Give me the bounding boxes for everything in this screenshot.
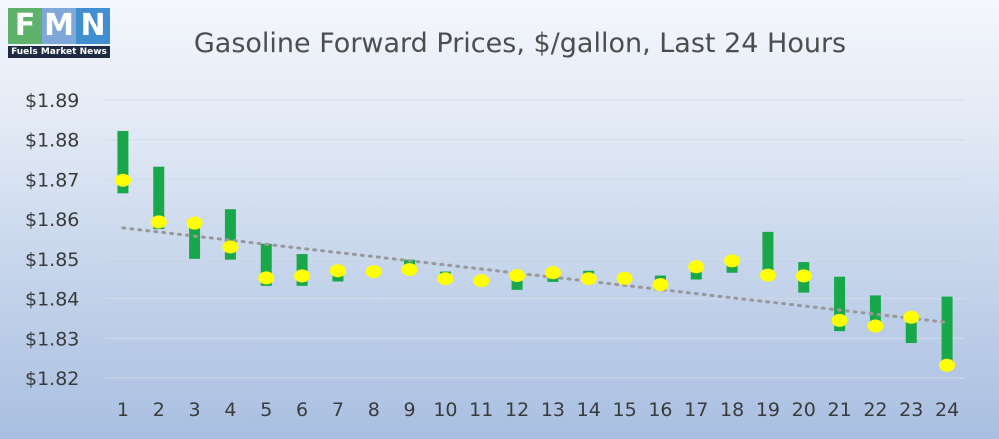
x-tick-label: 7 <box>332 399 344 421</box>
price-marker <box>688 260 705 274</box>
x-tick-label: 5 <box>260 399 272 421</box>
x-tick-label: 4 <box>224 399 236 421</box>
x-tick-label: 21 <box>827 399 851 421</box>
x-tick-label: 16 <box>648 399 672 421</box>
y-tick-label: $1.88 <box>25 130 79 152</box>
x-tick-label: 20 <box>792 399 816 421</box>
price-marker <box>150 215 167 229</box>
x-tick-label: 17 <box>684 399 708 421</box>
price-marker <box>114 173 131 187</box>
price-marker <box>939 358 956 372</box>
fmn-logo: F M N Fuels Market News <box>8 8 110 60</box>
price-marker <box>222 240 239 254</box>
x-tick-label: 3 <box>189 399 201 421</box>
price-marker <box>616 271 633 285</box>
trendline <box>121 226 949 324</box>
x-tick-label: 24 <box>935 399 959 421</box>
x-tick-label: 2 <box>153 399 165 421</box>
x-tick-label: 14 <box>577 399 601 421</box>
x-tick-label: 9 <box>404 399 416 421</box>
price-range-bar <box>869 295 881 324</box>
logo-letter-f: F <box>8 8 42 44</box>
y-tick-label: $1.82 <box>25 368 79 390</box>
price-marker <box>473 274 490 288</box>
price-marker <box>329 264 346 278</box>
price-marker <box>544 266 561 280</box>
x-tick-label: 11 <box>469 399 493 421</box>
price-marker <box>365 265 382 279</box>
y-tick-label: $1.89 <box>25 90 79 112</box>
logo-subtitle: Fuels Market News <box>8 46 110 58</box>
price-marker <box>258 271 275 285</box>
price-marker <box>652 278 669 292</box>
price-marker <box>795 269 812 283</box>
price-range-bar <box>153 166 165 230</box>
y-tick-label: $1.87 <box>25 169 79 191</box>
y-tick-label: $1.83 <box>25 328 79 350</box>
x-tick-label: 6 <box>296 399 308 421</box>
price-marker <box>186 216 203 230</box>
price-marker <box>580 272 597 286</box>
price-marker <box>831 313 848 327</box>
x-tick-label: 15 <box>612 399 636 421</box>
x-tick-label: 13 <box>541 399 565 421</box>
price-range-bar <box>189 219 201 259</box>
price-range-bar <box>117 130 129 194</box>
price-marker <box>294 269 311 283</box>
price-marker <box>401 263 418 277</box>
price-range-bar <box>905 314 917 344</box>
x-tick-label: 23 <box>899 399 923 421</box>
y-tick-label: $1.85 <box>25 249 79 271</box>
x-tick-label: 22 <box>863 399 887 421</box>
price-marker <box>903 310 920 324</box>
logo-letter-n: N <box>76 8 110 44</box>
x-tick-label: 18 <box>720 399 744 421</box>
y-tick-label: $1.84 <box>25 289 79 311</box>
x-tick-label: 19 <box>756 399 780 421</box>
price-range-bar <box>762 231 774 276</box>
price-range-bar <box>260 243 272 286</box>
x-tick-label: 8 <box>368 399 380 421</box>
price-marker <box>867 319 884 333</box>
x-tick-label: 10 <box>433 399 457 421</box>
x-tick-label: 1 <box>117 399 129 421</box>
x-tick-label: 12 <box>505 399 529 421</box>
price-range-bar <box>941 296 953 366</box>
price-marker <box>509 269 526 283</box>
price-range-bar <box>224 209 236 260</box>
price-marker <box>759 268 776 282</box>
price-range-bar <box>834 276 846 332</box>
logo-letter-m: M <box>42 8 76 44</box>
y-tick-label: $1.86 <box>25 209 79 231</box>
price-marker <box>437 272 454 286</box>
chart-title: Gasoline Forward Prices, $/gallon, Last … <box>193 28 847 59</box>
price-marker <box>724 254 741 268</box>
